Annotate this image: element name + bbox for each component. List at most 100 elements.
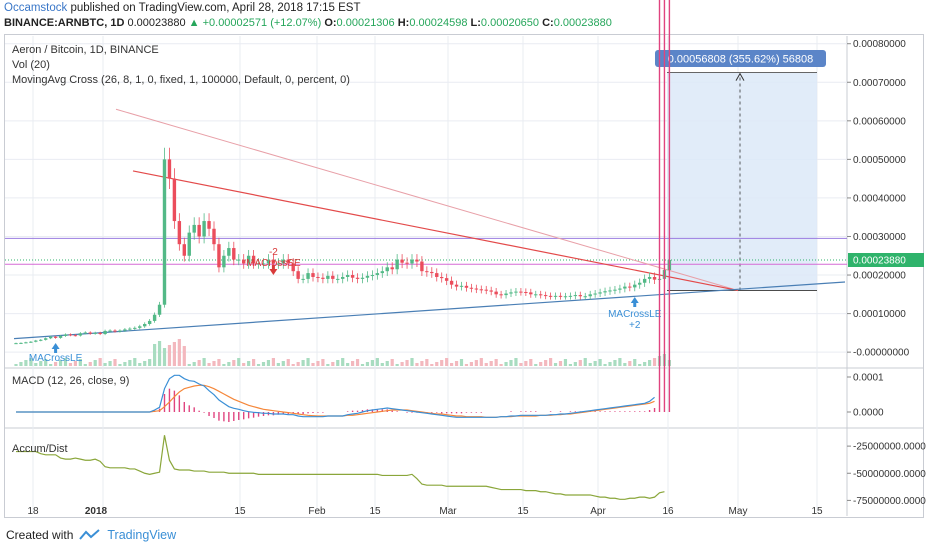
candle-body: [390, 267, 394, 270]
candle-body: [494, 291, 498, 295]
x-tick-label: 16: [662, 506, 674, 517]
volume-bar: [385, 361, 389, 366]
volume-bar: [266, 360, 271, 366]
annotation-label: +2: [629, 320, 641, 331]
volume-bar: [237, 358, 241, 366]
chart-frame[interactable]: [4, 34, 924, 518]
candle-body: [415, 259, 419, 262]
x-tick-label: 15: [234, 506, 246, 517]
volume-bar: [454, 361, 459, 366]
candle-body: [395, 259, 399, 270]
candle-body: [227, 248, 231, 256]
candle-body: [73, 335, 78, 337]
candle-body: [534, 294, 538, 296]
candle-body: [509, 292, 513, 294]
candle-body: [578, 295, 582, 297]
volume-bar: [608, 362, 612, 366]
candle-body: [182, 244, 186, 256]
candle-body: [385, 267, 389, 272]
macd-line: [16, 374, 655, 418]
volume-bar: [133, 358, 137, 366]
price-tick-label: 0.00080000: [853, 39, 906, 50]
volume-bar: [167, 345, 172, 366]
volume-bar: [222, 364, 226, 366]
x-tick-label: 2018: [85, 506, 108, 517]
candle-body: [202, 221, 206, 237]
candle-body: [459, 285, 464, 287]
candle-body: [326, 275, 330, 279]
candle-body: [504, 293, 508, 296]
candle-body: [167, 159, 172, 179]
volume-bar: [157, 341, 162, 366]
volume-bar: [321, 359, 325, 366]
tradingview-logo-icon: [79, 529, 101, 540]
volume-bar: [420, 361, 424, 366]
open-label: O:: [324, 17, 337, 29]
volume-bar: [331, 362, 335, 366]
candle-body: [499, 294, 503, 296]
accum-dist-line: [16, 435, 665, 500]
volume-bar: [514, 358, 518, 366]
volume-bar: [445, 358, 449, 366]
candle-body: [83, 332, 87, 334]
volume-bar: [44, 359, 48, 366]
candle-body: [464, 285, 469, 288]
candle-body: [246, 255, 251, 264]
volume-bar: [108, 361, 112, 366]
candle-body: [454, 284, 459, 287]
candle-body: [123, 329, 127, 331]
candle-body: [93, 332, 97, 334]
volume-bar: [336, 360, 340, 366]
candle-body: [147, 320, 152, 324]
high-value: 0.00024598: [409, 17, 468, 29]
last-price-label-bg: [848, 253, 924, 267]
volume-bar: [212, 361, 216, 366]
change-up-icon: ▲: [188, 17, 200, 29]
arrow-up-icon: [630, 297, 639, 303]
volume-bar: [450, 363, 454, 366]
symbol-label: BINANCE:ARNBTC, 1D: [4, 17, 125, 29]
volume-bar: [633, 359, 637, 366]
volume-bar: [415, 363, 419, 366]
candle-body: [232, 248, 236, 260]
candle-body: [311, 273, 315, 277]
candle-body: [633, 284, 637, 288]
volume-bar: [494, 359, 498, 366]
volume-bar: [509, 360, 513, 366]
high-label: H:: [397, 17, 410, 29]
ohlc-bar: BINANCE:ARNBTC, 1D 0.00023880 ▲ +0.00002…: [4, 17, 612, 29]
measure-label: 0.00056808 (355.62%) 56808: [668, 54, 814, 66]
candle-body: [543, 295, 548, 297]
volume-bar: [247, 361, 251, 366]
footer: Created with TradingView: [6, 528, 176, 542]
volume-bar: [301, 360, 305, 366]
candle-body: [261, 263, 266, 265]
candle-body: [108, 330, 112, 332]
candle-body: [623, 286, 627, 289]
volume-bar: [400, 362, 404, 366]
volume-bar: [410, 358, 414, 366]
volume-bar: [578, 360, 582, 366]
volume-bar: [593, 361, 597, 366]
main-legend: Aeron / Bitcoin, 1D, BINANCE: [12, 44, 159, 56]
price-tick-label: 0.00050000: [853, 155, 906, 166]
arrow-up-icon: [54, 349, 58, 353]
accum-tick-label: -25000000.0000: [853, 442, 926, 453]
candle-body: [365, 275, 370, 278]
volume-bar: [118, 364, 122, 366]
candle-body: [355, 277, 360, 279]
volume-bar: [24, 360, 28, 366]
tradingview-brand[interactable]: TradingView: [107, 528, 177, 542]
x-tick-label: Apr: [590, 506, 606, 517]
volume-bar: [618, 358, 622, 366]
candle-body: [128, 328, 132, 330]
author-link[interactable]: Occamstock: [4, 2, 68, 14]
candle-body: [143, 324, 147, 327]
volume-bar: [405, 360, 409, 366]
volume-bar: [296, 362, 300, 366]
candle-body: [558, 295, 563, 297]
volume-bar: [73, 361, 77, 366]
volume-bar: [316, 361, 320, 366]
measure-box: [667, 72, 817, 291]
